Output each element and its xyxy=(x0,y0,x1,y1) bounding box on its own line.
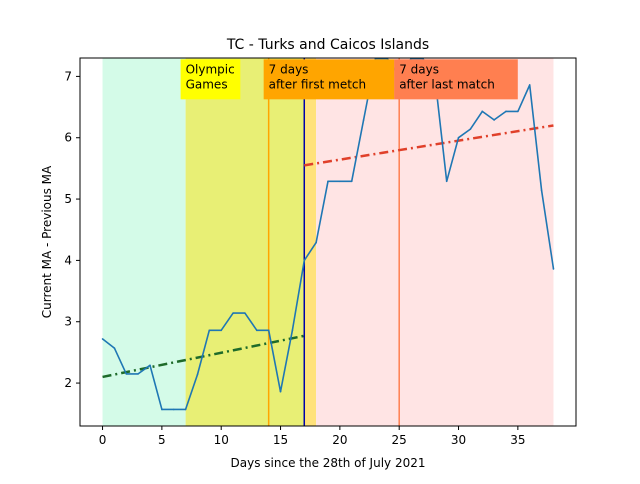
annotation-box-2 xyxy=(394,59,518,100)
x-tick-label: 25 xyxy=(392,433,407,447)
data-point xyxy=(339,180,341,183)
data-point xyxy=(232,312,234,314)
y-tick-label: 2 xyxy=(64,376,72,390)
data-point xyxy=(481,110,484,113)
annotation-text-1: 7 days xyxy=(269,62,309,76)
data-point xyxy=(101,338,104,340)
x-axis-label: Days since the 28th of July 2021 xyxy=(231,456,426,470)
data-point xyxy=(125,373,128,375)
data-point xyxy=(457,136,460,139)
x-tick-label: 0 xyxy=(99,433,107,447)
y-axis-ticks: 2 3 4 5 6 7 xyxy=(64,69,80,390)
data-point xyxy=(469,128,472,130)
data-point xyxy=(267,329,270,332)
data-point xyxy=(445,180,448,183)
data-point xyxy=(505,110,507,113)
annotation-text-0: Games xyxy=(186,77,228,91)
annotation-text-2: 7 days xyxy=(399,62,439,76)
data-point xyxy=(315,241,317,244)
y-tick-label: 4 xyxy=(64,253,72,267)
x-tick-label: 5 xyxy=(158,433,166,447)
y-tick-label: 3 xyxy=(64,315,72,329)
data-point xyxy=(528,84,531,86)
y-tick-label: 5 xyxy=(64,192,72,206)
annotation-text-1: after first metch xyxy=(269,77,366,91)
data-point xyxy=(279,390,282,393)
x-axis-ticks: 0 5 10 15 20 25 30 35 xyxy=(99,426,525,447)
data-point xyxy=(291,329,294,332)
data-point xyxy=(244,312,246,314)
data-point xyxy=(256,329,258,332)
data-point xyxy=(493,119,495,121)
x-tick-label: 15 xyxy=(273,433,288,447)
shaded-region-2 xyxy=(304,58,317,426)
x-tick-label: 10 xyxy=(214,433,229,447)
data-point xyxy=(350,180,353,183)
annotation-text-0: Olympic xyxy=(186,62,235,76)
x-tick-label: 35 xyxy=(510,433,525,447)
data-point xyxy=(113,347,116,349)
data-point xyxy=(517,110,519,113)
data-point xyxy=(196,373,199,376)
chart-title: TC - Turks and Caicos Islands xyxy=(226,37,429,53)
data-point xyxy=(208,329,211,332)
shaded-regions xyxy=(102,58,554,426)
annotation-box-1 xyxy=(263,59,395,100)
data-point xyxy=(540,189,543,192)
data-point xyxy=(303,259,306,262)
annotation-text-2: after last match xyxy=(399,77,495,91)
data-point xyxy=(220,329,223,332)
annotation-box-0 xyxy=(180,59,241,100)
plot-frame xyxy=(79,57,577,427)
shaded-region-0 xyxy=(102,58,186,426)
shaded-region-1 xyxy=(185,58,305,426)
x-tick-label: 30 xyxy=(451,433,466,447)
event-lines xyxy=(267,58,400,426)
data-point xyxy=(362,119,365,121)
data-point xyxy=(137,373,139,375)
y-tick-label: 7 xyxy=(64,69,72,83)
y-tick-label: 6 xyxy=(64,131,72,145)
y-axis-label: Current MA - Previous MA xyxy=(40,165,54,318)
data-point xyxy=(184,408,187,411)
trend-line-1 xyxy=(304,124,554,167)
data-point xyxy=(327,180,329,183)
shaded-region-3 xyxy=(316,58,554,426)
data-point xyxy=(149,364,151,367)
data-point xyxy=(552,268,555,270)
data-point xyxy=(161,408,163,411)
data-point xyxy=(172,408,175,411)
x-tick-label: 20 xyxy=(332,433,347,447)
